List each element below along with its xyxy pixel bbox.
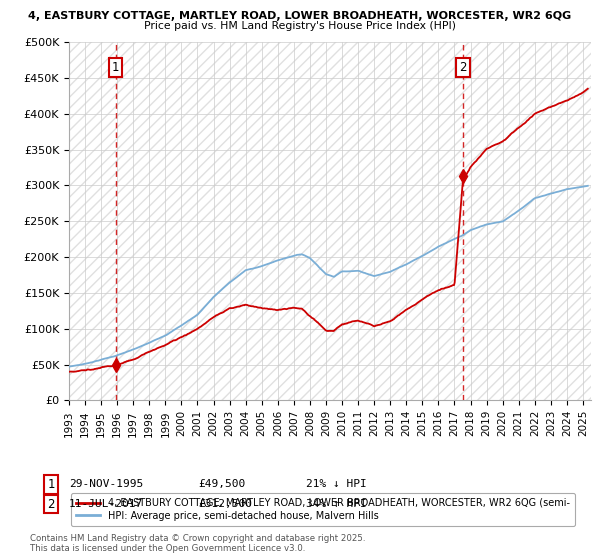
Text: 11-JUL-2017: 11-JUL-2017 xyxy=(69,499,143,509)
Text: £49,500: £49,500 xyxy=(198,479,245,489)
Text: 21% ↓ HPI: 21% ↓ HPI xyxy=(306,479,367,489)
Text: 2: 2 xyxy=(47,497,55,511)
Text: Price paid vs. HM Land Registry's House Price Index (HPI): Price paid vs. HM Land Registry's House … xyxy=(144,21,456,31)
Text: 4, EASTBURY COTTAGE, MARTLEY ROAD, LOWER BROADHEATH, WORCESTER, WR2 6QG: 4, EASTBURY COTTAGE, MARTLEY ROAD, LOWER… xyxy=(28,11,572,21)
Text: 1: 1 xyxy=(47,478,55,491)
Text: 2: 2 xyxy=(459,60,467,73)
Text: 1: 1 xyxy=(112,60,119,73)
Text: £312,500: £312,500 xyxy=(198,499,252,509)
Text: Contains HM Land Registry data © Crown copyright and database right 2025.
This d: Contains HM Land Registry data © Crown c… xyxy=(30,534,365,553)
Legend: 4, EASTBURY COTTAGE, MARTLEY ROAD, LOWER BROADHEATH, WORCESTER, WR2 6QG (semi-, : 4, EASTBURY COTTAGE, MARTLEY ROAD, LOWER… xyxy=(71,493,575,526)
Text: 34% ↑ HPI: 34% ↑ HPI xyxy=(306,499,367,509)
Text: 29-NOV-1995: 29-NOV-1995 xyxy=(69,479,143,489)
